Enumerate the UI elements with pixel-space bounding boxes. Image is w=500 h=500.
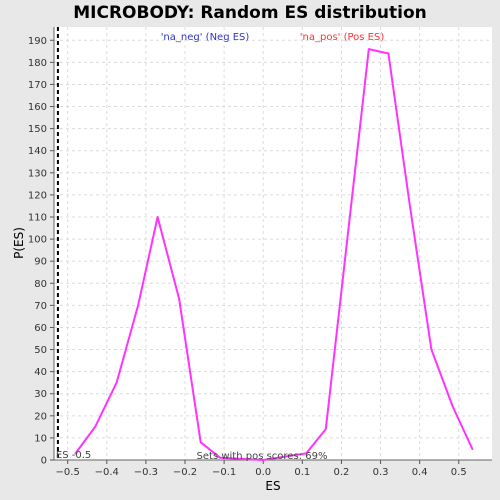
x-axis-label: ES (265, 479, 280, 493)
axis-layer: 0 10 20 30 40 50 60 70 80 90 100 110 120 130 140 150 160… (28, 27, 492, 478)
x-tick-label: −0.5 (56, 467, 80, 478)
legend-pos-label: 'na_pos' (Pos ES) (300, 32, 385, 43)
distribution-line (74, 48, 474, 461)
y-tick-label: 80 (34, 279, 47, 290)
legend-neg-label: 'na_neg' (Neg ES) (161, 32, 250, 43)
y-tick-label: 0 (41, 456, 47, 467)
x-tick-label: 0.2 (333, 467, 349, 478)
series-layer (74, 48, 474, 461)
y-tick-label: 120 (28, 190, 47, 201)
x-tick-label: −0.2 (173, 467, 197, 478)
y-tick-label: 90 (34, 257, 47, 268)
x-tick-label: −0.1 (212, 467, 236, 478)
y-tick-label: 130 (28, 168, 47, 179)
y-tick-label: 160 (28, 102, 47, 113)
x-tick-label: 0.4 (412, 467, 428, 478)
y-tick-label: 170 (28, 80, 47, 91)
y-tick-label: 100 (28, 235, 47, 246)
x-tick-label: −0.4 (95, 467, 119, 478)
y-tick-label: 180 (28, 58, 47, 69)
y-tick-label: 50 (34, 345, 47, 356)
x-tick-label: 0.3 (373, 467, 389, 478)
y-tick-label: 20 (34, 411, 47, 422)
x-tick-label: −0.3 (134, 467, 158, 478)
chart-title: MICROBODY: Random ES distribution (73, 3, 426, 23)
y-tick-label: 190 (28, 36, 47, 47)
y-tick-label: 30 (34, 389, 47, 400)
es-marker-label: ES -0.5 (56, 450, 91, 461)
y-tick-label: 140 (28, 146, 47, 157)
pos-scores-annotation: Sets with pos scores: 69% (197, 451, 328, 462)
x-tick-label: 0.0 (255, 467, 271, 478)
grid-layer (54, 27, 492, 461)
plot-area (54, 27, 492, 460)
x-tick-label: 0.5 (451, 467, 467, 478)
y-axis-label: P(ES) (12, 227, 26, 259)
y-tick-label: 70 (34, 301, 47, 312)
y-tick-label: 110 (28, 212, 47, 223)
y-tick-label: 60 (34, 323, 47, 334)
y-tick-label: 150 (28, 124, 47, 135)
marker-layer: ES -0.5 (56, 27, 91, 461)
y-tick-label: 10 (34, 433, 47, 444)
x-tick-label: 0.1 (294, 467, 310, 478)
y-tick-label: 40 (34, 367, 47, 378)
